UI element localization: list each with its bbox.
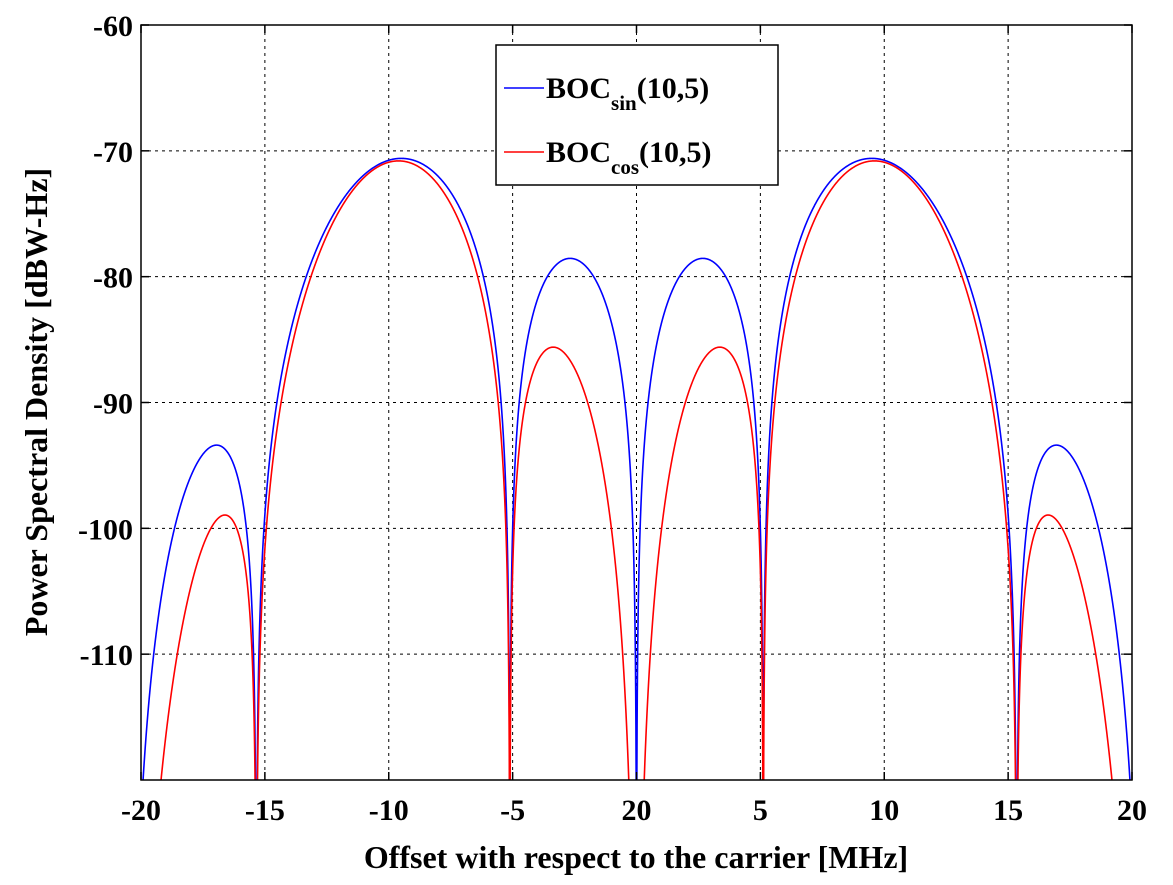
legend-entry-sin: BOCsin(10,5) <box>546 72 709 115</box>
x-tick-label: -10 <box>369 794 409 827</box>
y-tick-label: -80 <box>93 262 133 295</box>
tick-marks <box>140 24 1133 780</box>
series-line-cos <box>160 160 1113 780</box>
x-axis-label: Offset with respect to the carrier [MHz] <box>364 839 908 875</box>
y-tick-labels: -60 -70 -80 -90 -100 -110 <box>78 10 133 672</box>
legend: BOCsin(10,5) BOCcos(10,5) <box>495 44 779 186</box>
series-group <box>142 157 1131 780</box>
legend-entry-cos: BOCcos(10,5) <box>546 136 712 179</box>
legend-box <box>495 44 779 186</box>
x-tick-label: 20 <box>622 794 652 827</box>
x-tick-label: 10 <box>869 794 899 827</box>
y-axis-label: Power Spectral Density [dBW-Hz] <box>18 168 54 636</box>
y-tick-label: -90 <box>93 388 133 421</box>
y-tick-label: -60 <box>93 10 133 43</box>
x-tick-label: -15 <box>245 794 285 827</box>
y-tick-label: -100 <box>78 513 133 546</box>
x-tick-labels: -20 -15 -10 -5 20 5 10 15 20 <box>121 794 1147 827</box>
y-tick-label: -110 <box>80 639 133 672</box>
x-tick-label: 5 <box>753 794 768 827</box>
x-tick-label: 15 <box>993 794 1023 827</box>
x-tick-label: 20 <box>1117 794 1147 827</box>
series-line-sin <box>142 157 1131 780</box>
y-tick-label: -70 <box>93 136 133 169</box>
x-tick-label: -5 <box>500 794 525 827</box>
x-tick-label: -20 <box>121 794 161 827</box>
